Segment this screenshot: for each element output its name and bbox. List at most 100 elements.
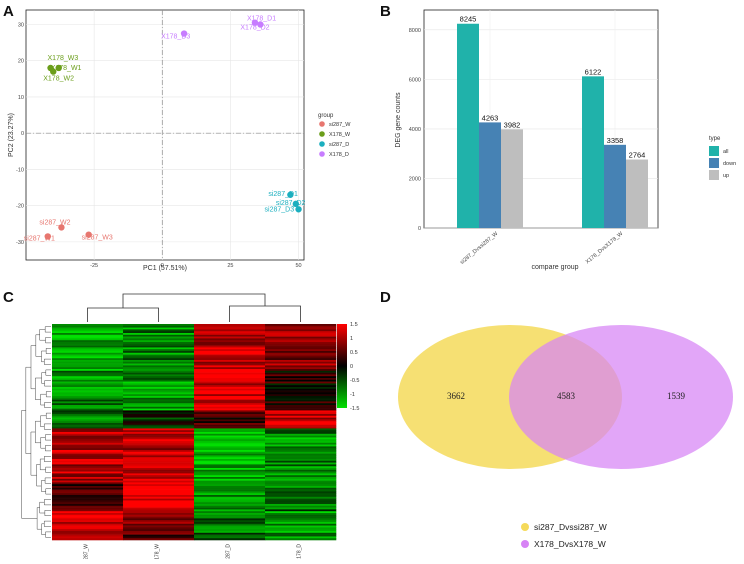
heatmap-cell <box>265 412 337 415</box>
heatmap-cell <box>52 430 124 433</box>
pca-tick-labels: -25 0 25 50 -30 -20 -10 0 10 20 30 <box>16 22 302 269</box>
heatmap-cell <box>194 500 266 503</box>
heatmap-cell <box>123 403 195 406</box>
heatmap-cell <box>123 522 195 525</box>
heatmap-cell <box>52 334 124 337</box>
pca-point-label: si287_D1 <box>268 191 298 198</box>
heatmap-cell <box>194 516 266 519</box>
heatmap-cell <box>265 444 337 447</box>
heatmap-cell <box>123 388 195 391</box>
heatmap-cell <box>123 498 195 501</box>
heatmap-cell <box>52 333 124 336</box>
heatmap-cell <box>265 392 337 395</box>
heatmap-cell <box>265 520 337 523</box>
heatmap-cell <box>52 385 124 388</box>
heatmap-cell <box>52 525 124 528</box>
heatmap-cell <box>52 360 124 363</box>
heatmap-cell <box>123 342 195 345</box>
heatmap-cell <box>123 351 195 354</box>
heatmap-cell <box>265 469 337 472</box>
heatmap-cell <box>194 342 266 345</box>
heatmap-cell <box>52 361 124 364</box>
heatmap-cell <box>52 527 124 530</box>
bar-legend-title: type <box>709 136 721 142</box>
row-dendrogram-branch <box>39 329 46 341</box>
heatmap-cell <box>123 369 195 372</box>
heatmap-cell <box>52 489 124 492</box>
heatmap-cell <box>265 378 337 381</box>
heatmap-cell <box>194 493 266 496</box>
heatmap-cell <box>194 505 266 508</box>
heatmap-cell <box>265 523 337 526</box>
heatmap-cell <box>52 390 124 393</box>
heatmap-cell <box>52 345 124 348</box>
heatmap-cell <box>123 331 195 334</box>
heatmap-cell <box>265 374 337 377</box>
heatmap-cell <box>52 327 124 330</box>
pca-point <box>55 64 62 72</box>
heatmap-cell <box>265 394 337 397</box>
heatmap-cell <box>123 538 195 541</box>
heatmap-cell <box>123 511 195 514</box>
heatmap-cell <box>52 534 124 537</box>
venn-left-only-count: 3662 <box>447 391 465 401</box>
pca-point <box>180 30 188 37</box>
heatmap-cell <box>123 358 195 361</box>
heatmap-cell <box>194 457 266 460</box>
heatmap-cell <box>265 522 337 525</box>
heatmap-cell <box>123 419 195 422</box>
heatmap-cell <box>194 538 266 541</box>
heatmap-cell <box>123 410 195 413</box>
row-dendrogram-branch <box>41 523 46 535</box>
heatmap-cell <box>265 405 337 408</box>
heatmap-cell <box>52 408 124 411</box>
heatmap-cell <box>265 439 337 442</box>
heatmap-cell <box>265 504 337 507</box>
heatmap-cell <box>123 527 195 530</box>
heatmap-cell <box>194 455 266 458</box>
heatmap-cell <box>194 356 266 359</box>
pca-point <box>251 19 259 26</box>
heatmap-cell <box>194 527 266 530</box>
heatmap-cell <box>123 329 195 332</box>
heatmap-cell <box>194 399 266 402</box>
heatmap-cell <box>194 450 266 453</box>
row-dendrogram-branch <box>45 337 51 344</box>
heatmap-cell <box>52 451 124 454</box>
heatmap-cell <box>265 480 337 483</box>
pca-point <box>295 206 302 213</box>
heatmap-cell <box>52 460 124 463</box>
heatmap-cell <box>123 471 195 474</box>
heatmap-cell <box>52 432 124 435</box>
heatmap-cell <box>123 417 195 420</box>
heatmap-cell <box>52 370 124 373</box>
pca-plot-frame <box>25 9 305 261</box>
bar-value-label: 4263 <box>482 113 499 122</box>
heatmap-cell <box>265 385 337 388</box>
heatmap-cell <box>52 496 124 499</box>
heatmap-cell <box>194 374 266 377</box>
heatmap-cell <box>194 498 266 501</box>
heatmap-cell <box>52 457 124 460</box>
heatmap-cell <box>123 356 195 359</box>
heatmap-cell <box>194 435 266 438</box>
heatmap-cell <box>265 333 337 336</box>
bar-value-label: 8245 <box>460 15 477 24</box>
heatmap-cell <box>194 365 266 368</box>
heatmap-cell <box>194 509 266 512</box>
pca-point-label: si287_W1 <box>24 235 55 242</box>
heatmap-cell <box>52 437 124 440</box>
heatmap-cell <box>123 372 195 375</box>
heatmap-cell <box>194 325 266 328</box>
heatmap-cell <box>123 435 195 438</box>
row-dendrogram-branch <box>45 445 51 452</box>
pca-point <box>85 231 92 238</box>
heatmap-cell <box>123 333 195 336</box>
heatmap-cell <box>194 410 266 413</box>
row-dendrogram-branch <box>41 350 47 363</box>
heatmap-cell <box>52 538 124 541</box>
heatmap-cell <box>123 354 195 357</box>
heatmap-cell <box>52 471 124 474</box>
heatmap-cell <box>123 397 195 400</box>
heatmap-cell <box>265 491 337 494</box>
